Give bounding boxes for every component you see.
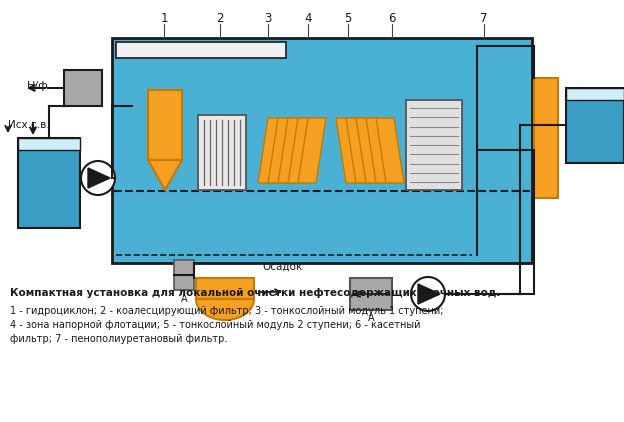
- Bar: [406, 100, 462, 190]
- Polygon shape: [356, 118, 384, 183]
- Polygon shape: [278, 118, 306, 183]
- Text: 7: 7: [480, 11, 488, 24]
- Bar: [64, 70, 102, 106]
- Bar: [196, 278, 254, 299]
- Text: 5: 5: [344, 11, 352, 24]
- Bar: [350, 278, 392, 310]
- Text: Исх.с.в.: Исх.с.в.: [8, 120, 50, 130]
- Polygon shape: [268, 118, 296, 183]
- Polygon shape: [196, 299, 254, 320]
- Text: 1 - гидроциклон; 2 - коалесцирующий фильтр; 3 - тонкослойный модуль 1 ступени;: 1 - гидроциклон; 2 - коалесцирующий филь…: [10, 306, 444, 316]
- Polygon shape: [288, 118, 316, 183]
- Polygon shape: [88, 168, 110, 188]
- Polygon shape: [376, 118, 404, 183]
- Bar: [148, 90, 182, 160]
- Bar: [534, 78, 558, 198]
- Text: А: А: [181, 294, 187, 304]
- Polygon shape: [366, 118, 394, 183]
- Text: Компактная установка для локальной очистки нефтесодержащих сточных вод.: Компактная установка для локальной очист…: [10, 288, 500, 298]
- Bar: [174, 260, 194, 290]
- Text: 3: 3: [265, 11, 271, 24]
- Bar: [116, 42, 286, 58]
- Text: фильтр; 7 - пенополиуретановый фильтр.: фильтр; 7 - пенополиуретановый фильтр.: [10, 334, 227, 344]
- Polygon shape: [346, 118, 374, 183]
- Bar: [18, 138, 80, 150]
- Circle shape: [411, 277, 445, 311]
- Text: 1: 1: [160, 11, 168, 24]
- Circle shape: [81, 161, 115, 195]
- Bar: [18, 138, 80, 228]
- Bar: [198, 115, 246, 190]
- Polygon shape: [148, 160, 182, 190]
- Text: Осадок: Осадок: [262, 262, 302, 272]
- Text: Н/ф: Н/ф: [27, 81, 49, 91]
- Bar: [566, 88, 624, 163]
- Polygon shape: [258, 118, 286, 183]
- Text: А: А: [368, 313, 374, 323]
- Bar: [112, 38, 532, 263]
- Polygon shape: [298, 118, 326, 183]
- Polygon shape: [336, 118, 364, 183]
- Polygon shape: [418, 284, 440, 304]
- Text: 6: 6: [388, 11, 396, 24]
- Text: 2: 2: [217, 11, 224, 24]
- Bar: [566, 88, 624, 100]
- Text: 4 - зона напорной флотации; 5 - тонкослойный модуль 2 ступени; 6 - касетный: 4 - зона напорной флотации; 5 - тонкосло…: [10, 320, 421, 330]
- Text: 4: 4: [305, 11, 312, 24]
